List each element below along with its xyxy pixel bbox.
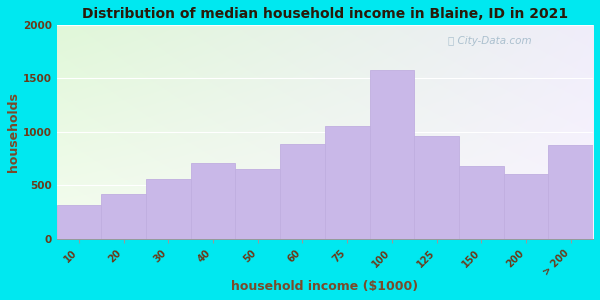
Bar — [459, 166, 503, 239]
Bar — [548, 145, 593, 239]
X-axis label: household income ($1000): household income ($1000) — [231, 280, 418, 293]
Bar — [414, 136, 459, 239]
Y-axis label: households: households — [7, 92, 20, 172]
Bar — [191, 163, 235, 239]
Bar — [101, 194, 146, 239]
Bar — [325, 127, 370, 239]
Bar — [235, 169, 280, 239]
Bar — [280, 144, 325, 239]
Text: ⓘ City-Data.com: ⓘ City-Data.com — [448, 36, 532, 46]
Bar — [56, 205, 101, 239]
Bar — [370, 70, 414, 239]
Bar — [146, 179, 191, 239]
Bar — [503, 173, 548, 239]
Title: Distribution of median household income in Blaine, ID in 2021: Distribution of median household income … — [82, 7, 568, 21]
